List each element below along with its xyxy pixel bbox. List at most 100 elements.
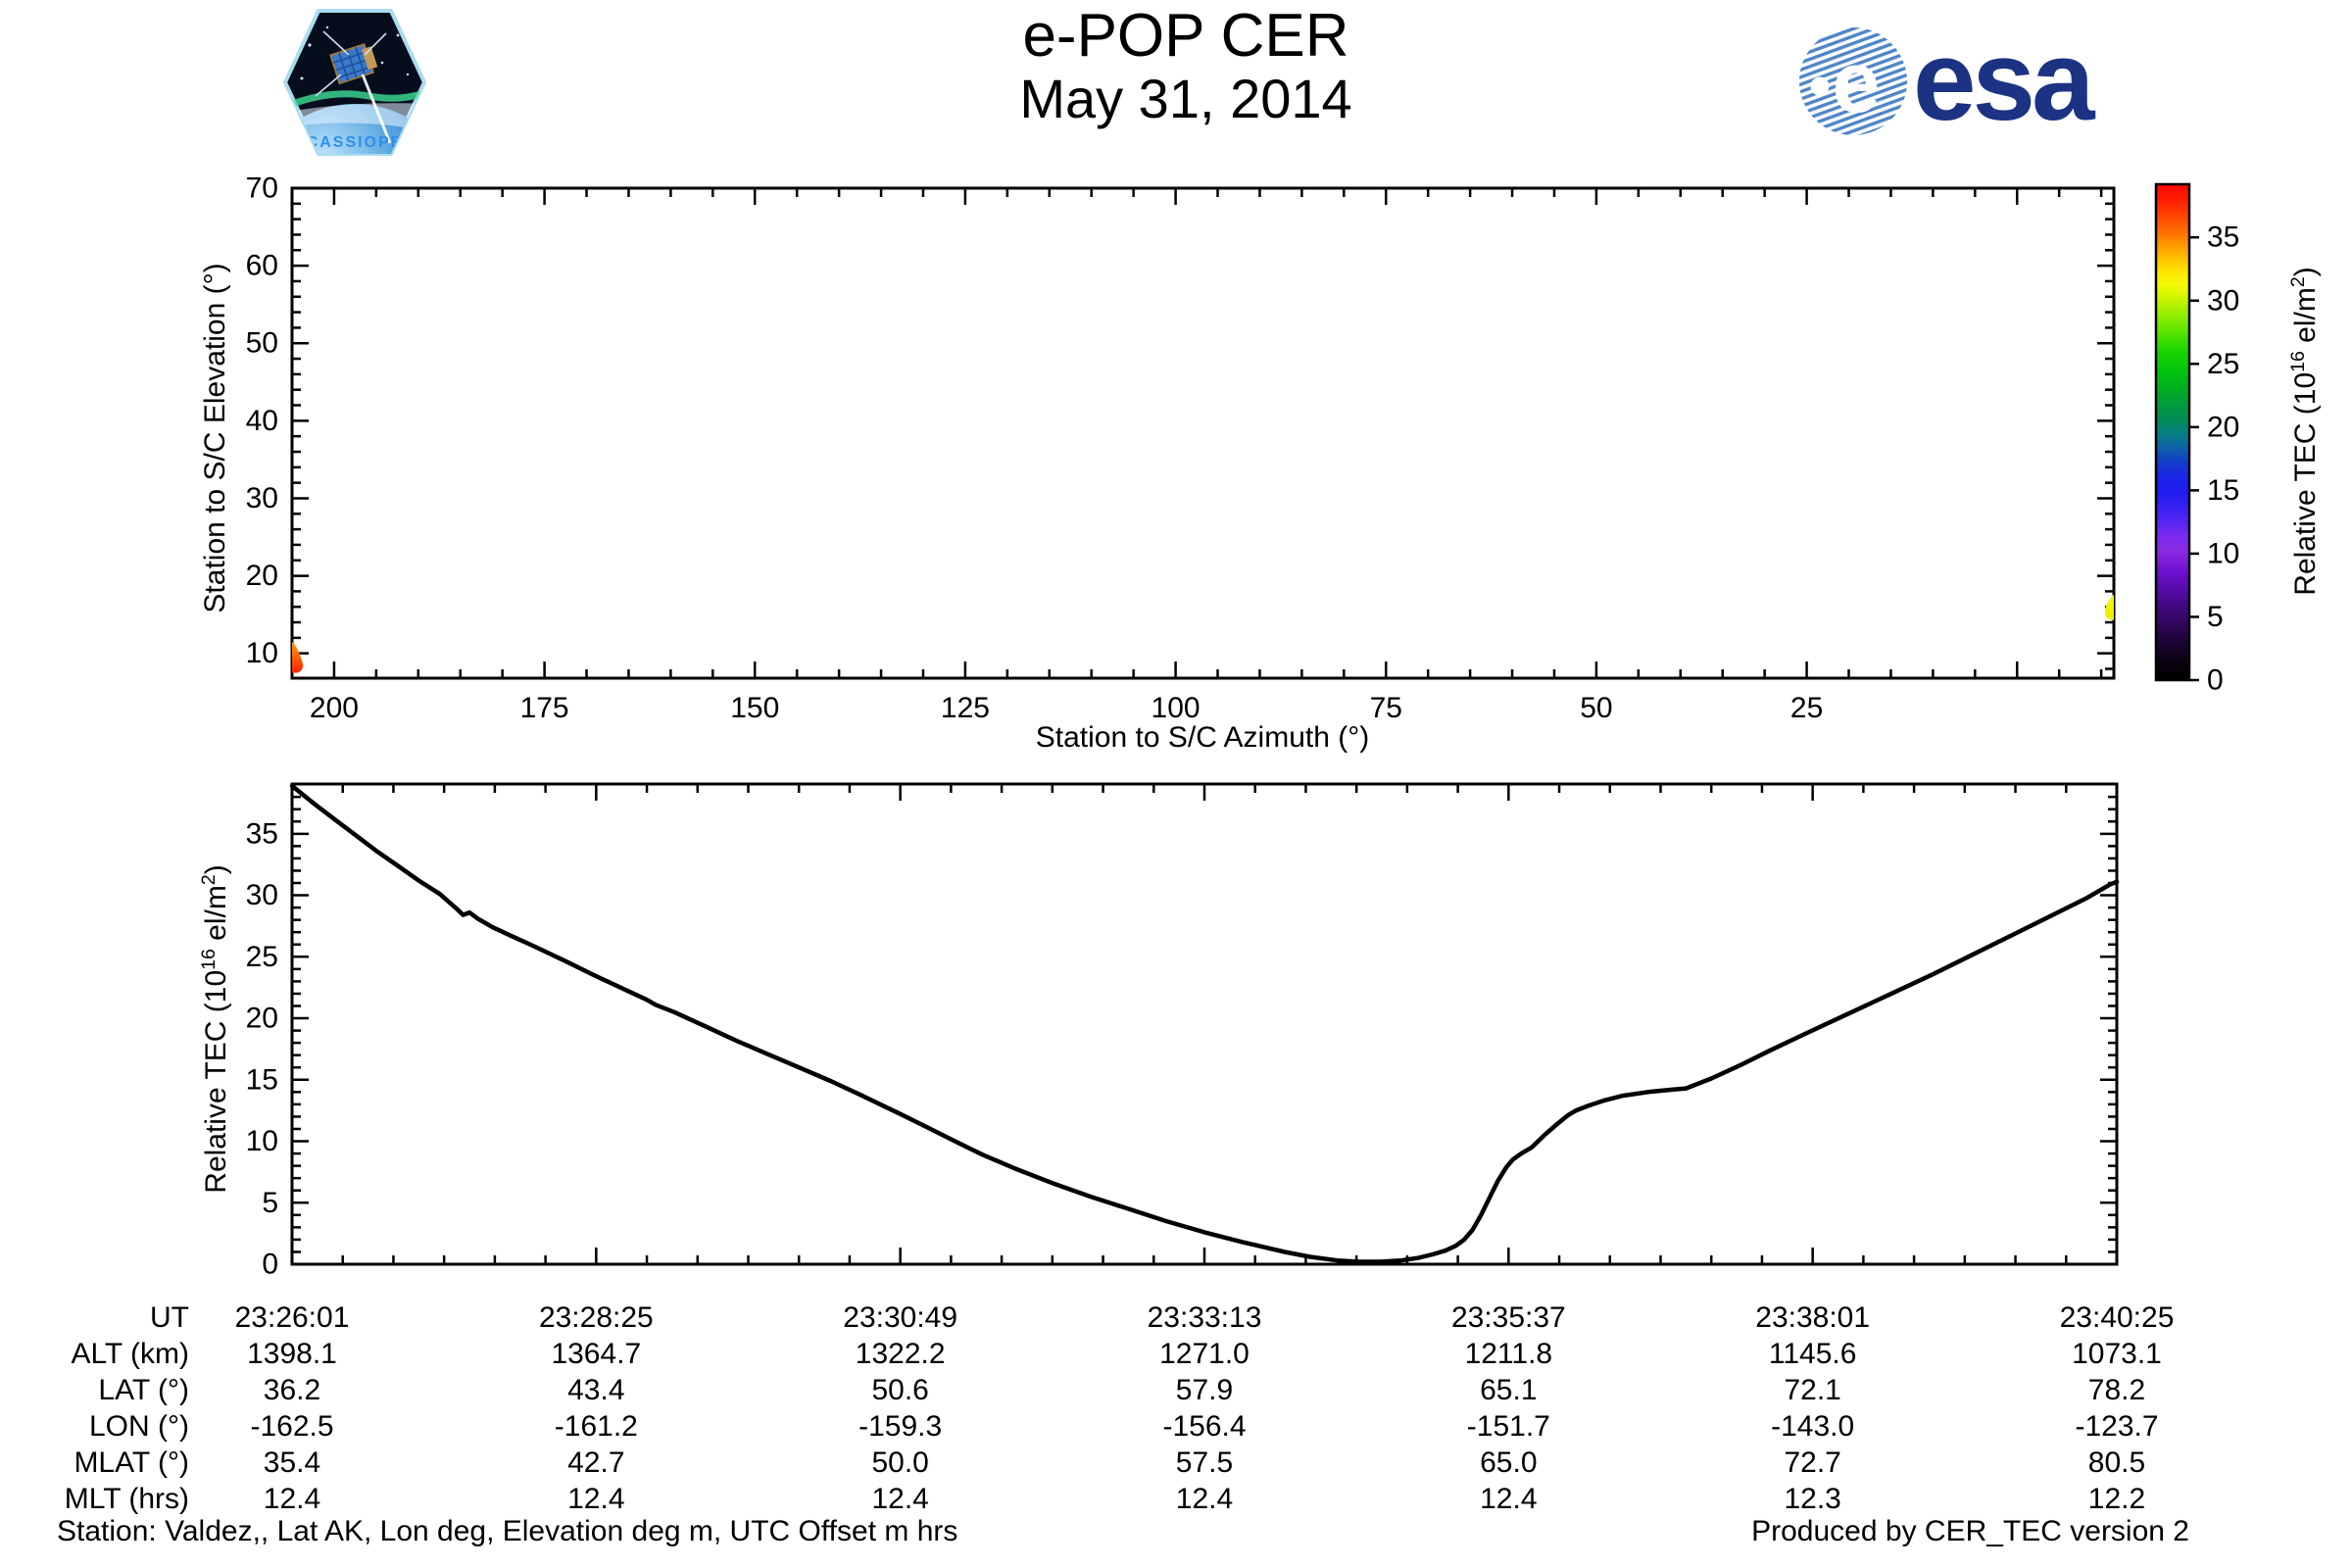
table-cell: 23:26:01 [234,1301,350,1334]
colorbar-tick-label: 15 [2207,474,2239,507]
top-plot-xlabel: Station to S/C Azimuth (°) [1035,721,1370,754]
colorbar-tick-label: 10 [2207,537,2239,569]
top-plot-ylabel: Station to S/C Elevation (°) [199,263,231,613]
esa-globe-dot [1810,76,1830,96]
table-cell: 12.4 [263,1483,321,1515]
table-row-label-ut: UT [150,1301,189,1334]
table-cell: 23:28:25 [538,1301,654,1334]
top-ytick-label: 50 [246,327,278,360]
table-cell: 57.5 [1175,1446,1234,1479]
table-cell: 65.0 [1480,1446,1538,1479]
top-ytick-label: 30 [246,482,278,514]
top-plot-frame [290,186,2116,680]
title-line1: e-POP CER [1022,2,1349,70]
table-cell: 23:33:13 [1147,1301,1262,1334]
esa-wordmark: esa [1913,17,2095,144]
table-cell: 23:35:37 [1450,1301,1566,1334]
produced-by: Produced by CER_TEC version 2 [1751,1515,2189,1547]
top-xtick-label: 175 [520,692,569,724]
colorbar [2154,182,2191,682]
bottom-ylabel-mid: el/m [200,885,232,950]
top-xtick-label: 200 [310,692,359,724]
top-xtick-label: 75 [1370,692,1402,724]
table-row-label-mlt: MLT (hrs) [64,1483,189,1515]
table-cell: 23:40:25 [2059,1301,2175,1334]
bottom-ytick-label: 30 [246,879,278,911]
table-cell: 12.2 [2087,1483,2146,1515]
colorbar-tick-label: 5 [2207,601,2224,633]
table-cell: 12.3 [1784,1483,1841,1515]
colorbar-label-sup: 16 [2287,351,2309,372]
bottom-ytick-label: 5 [262,1187,278,1219]
colorbar-label-mid: el/m [2289,287,2322,352]
tec-curve [289,783,2120,1264]
bottom-ylabel-sup2: 2 [198,874,220,886]
table-cell: 1145.6 [1768,1338,1857,1370]
top-xtick-label: 50 [1580,692,1612,724]
top-xtick-label: 150 [730,692,779,724]
table-row-label-mlat: MLAT (°) [74,1446,189,1479]
table-cell: 65.1 [1480,1374,1538,1406]
table-cell: 1211.8 [1464,1338,1553,1370]
colorbar-tick-label: 30 [2207,284,2239,317]
top-xtick-label: 125 [941,692,990,724]
top-ytick-label: 20 [246,560,278,592]
table-cell: 72.7 [1784,1446,1841,1479]
table-cell: -151.7 [1466,1410,1550,1443]
top-xtick-label: 100 [1152,692,1200,724]
table-cell: 72.1 [1784,1374,1841,1406]
table-cell: 57.9 [1175,1374,1234,1406]
colorbar-label: Relative TEC (1016 el/m2) [2287,267,2323,595]
table-cell: 1271.0 [1159,1338,1250,1370]
top-ytick-label: 40 [246,405,278,437]
bottom-ylabel-sup: 16 [198,949,220,970]
table-cell: -123.7 [2075,1410,2159,1443]
table-cell: 80.5 [2087,1446,2146,1479]
esa-logo-globe: e [1799,27,1907,135]
colorbar-label-prefix: Relative TEC (10 [2289,371,2322,596]
cassiope-label: CASSIOPE [307,134,404,151]
colorbar-tick-label: 0 [2207,664,2224,697]
bottom-plot-ylabel: Relative TEC (1016 el/m2) [198,864,233,1193]
figure-title: e-POP CER May 31, 2014 [1019,2,1352,129]
table-cell: 12.4 [567,1483,625,1515]
table-cell: 42.7 [567,1446,625,1479]
colorbar-label-sup2: 2 [2287,276,2309,288]
satellite [329,43,378,85]
tec-data-blob-start [292,641,304,673]
table-cell: 23:30:49 [843,1301,958,1334]
cassiope-logo: CASSIOPE [282,9,427,156]
table-cell: 1073.1 [2072,1338,2162,1370]
table-cell: 43.4 [567,1374,625,1406]
station-info: Station: Valdez,, Lat AK, Lon deg, Eleva… [57,1515,958,1547]
bottom-ytick-label: 0 [262,1249,278,1281]
table-cell: -159.3 [858,1410,943,1443]
table-cell: 1364.7 [551,1338,642,1370]
table-cell: 12.4 [1175,1483,1234,1515]
table-cell: 12.4 [1480,1483,1538,1515]
table-cell: -161.2 [554,1410,638,1443]
table-cell: 23:38:01 [1755,1301,1871,1334]
table-row-label-lat: LAT (°) [98,1374,189,1406]
signal-beam [361,74,392,144]
tec-data-blob-end [2104,594,2114,620]
bottom-plot-frame [290,782,2119,1266]
table-cell: 50.6 [871,1374,929,1406]
title-line2: May 31, 2014 [1019,67,1352,129]
bottom-ytick-label: 35 [246,817,278,850]
colorbar-tick-label: 25 [2207,348,2239,380]
aurora-arc [285,88,424,112]
bottom-ylabel-prefix: Relative TEC (10 [200,969,232,1194]
colorbar-label-suffix: ) [2289,267,2322,277]
table-cell: -143.0 [1771,1410,1855,1443]
table-cell: 12.4 [871,1483,929,1515]
table-row-label-alt: ALT (km) [71,1338,189,1370]
top-ytick-label: 60 [246,250,278,282]
bottom-ytick-label: 20 [246,1003,278,1035]
bottom-ytick-label: 15 [246,1063,278,1096]
table-cell: 78.2 [2087,1374,2146,1406]
bottom-ytick-label: 25 [246,941,278,973]
table-cell: 1398.1 [247,1338,337,1370]
